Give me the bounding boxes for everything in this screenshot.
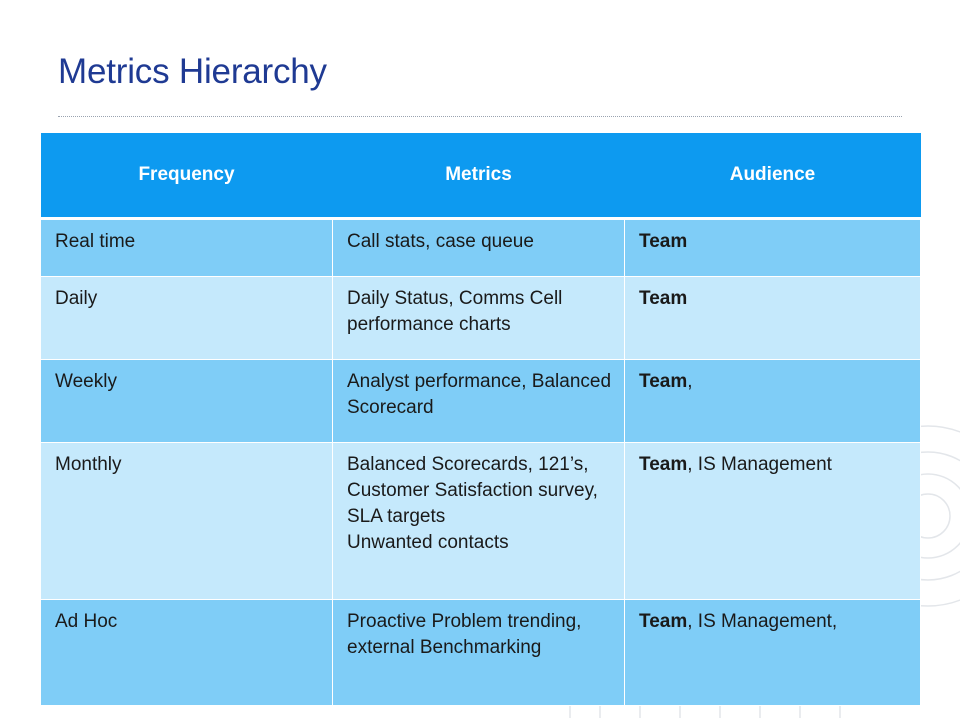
frequency-cell: Ad Hoc — [40, 599, 333, 706]
frequency-cell: Daily — [40, 276, 333, 360]
frequency-cell: Monthly — [40, 442, 333, 600]
metrics-cell: Call stats, case queue — [332, 218, 625, 277]
metrics-table: Frequency Metrics Audience Real time Cal… — [40, 133, 921, 706]
page-title: Metrics Hierarchy — [58, 52, 327, 91]
audience-cell: Team, IS Management — [624, 442, 921, 600]
frequency-cell: Real time — [40, 218, 333, 277]
audience-bold: Team — [639, 288, 688, 309]
audience-rest: , IS Management — [687, 454, 832, 475]
table-row: Real time Call stats, case queue Team — [40, 218, 921, 277]
metrics-cell: Balanced Scorecards, 121’s, Customer Sat… — [332, 442, 625, 600]
audience-bold: Team — [639, 454, 688, 475]
title-divider — [58, 116, 902, 117]
header-audience: Audience — [624, 133, 921, 220]
audience-cell: Team — [624, 218, 921, 277]
table-row: Daily Daily Status, Comms Cell performan… — [40, 276, 921, 360]
metrics-line: Unwanted contacts — [347, 532, 509, 553]
frequency-cell: Weekly — [40, 359, 333, 443]
audience-cell: Team, IS Management, — [624, 599, 921, 706]
table-header-row: Frequency Metrics Audience — [40, 133, 921, 220]
header-metrics: Metrics — [332, 133, 625, 220]
metrics-cell: Analyst performance, Balanced Scorecard — [332, 359, 625, 443]
audience-cell: Team, — [624, 359, 921, 443]
metrics-cell: Daily Status, Comms Cell performance cha… — [332, 276, 625, 360]
audience-rest: , IS Management, — [687, 611, 838, 632]
table-row: Ad Hoc Proactive Problem trending, exter… — [40, 599, 921, 706]
audience-rest: , — [687, 371, 693, 392]
metrics-line: Balanced Scorecards, 121’s, Customer Sat… — [347, 454, 598, 527]
table-row: Weekly Analyst performance, Balanced Sco… — [40, 359, 921, 443]
header-frequency: Frequency — [40, 133, 333, 220]
audience-bold: Team — [639, 231, 688, 252]
audience-cell: Team — [624, 276, 921, 360]
table-row: Monthly Balanced Scorecards, 121’s, Cust… — [40, 442, 921, 600]
audience-bold: Team — [639, 611, 688, 632]
audience-bold: Team — [639, 371, 688, 392]
metrics-cell: Proactive Problem trending, external Ben… — [332, 599, 625, 706]
